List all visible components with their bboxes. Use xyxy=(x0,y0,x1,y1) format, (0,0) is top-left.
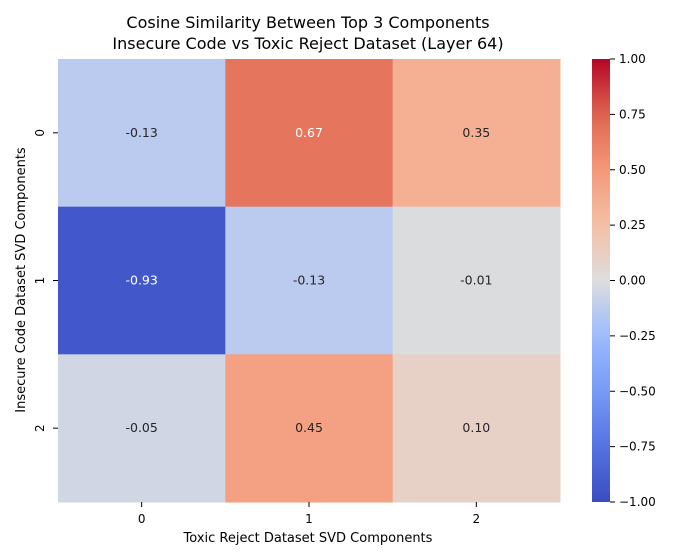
colorbar-tick-label: 0.75 xyxy=(619,107,646,121)
x-tick-label: 1 xyxy=(305,512,313,526)
cell-value-label: -0.05 xyxy=(125,420,157,435)
y-tick-label: 1 xyxy=(33,277,47,285)
heatmap-cell xyxy=(58,354,226,503)
y-axis-ticks: 0 1 2 xyxy=(33,129,58,432)
heatmap-cell xyxy=(392,354,561,503)
x-tick-label: 0 xyxy=(138,512,146,526)
heatmap-cell xyxy=(58,59,226,208)
y-axis-label: Insecure Code Dataset SVD Components xyxy=(14,147,29,413)
heatmap-cell xyxy=(225,59,394,208)
colorbar xyxy=(592,59,610,502)
y-tick-label: 2 xyxy=(33,424,47,432)
colorbar-tick-label: 0.50 xyxy=(619,163,646,177)
cell-value-label: 0.45 xyxy=(295,420,323,435)
cell-value-label: -0.93 xyxy=(125,273,157,288)
colorbar-tick-label: −0.25 xyxy=(619,329,656,343)
colorbar-tick-label: 1.00 xyxy=(619,52,646,66)
cell-value-label: -0.13 xyxy=(293,273,325,288)
cell-value-label: 0.10 xyxy=(462,420,490,435)
heatmap-cell xyxy=(58,206,226,355)
cell-value-label: -0.01 xyxy=(460,273,492,288)
cell-value-label: 0.35 xyxy=(462,125,490,140)
colorbar-tick-label: −0.75 xyxy=(619,440,656,454)
x-axis-ticks: 0 1 2 xyxy=(138,502,480,526)
chart-title: Cosine Similarity Between Top 3 Componen… xyxy=(126,13,489,32)
x-tick-label: 2 xyxy=(473,512,481,526)
chart-subtitle: Insecure Code vs Toxic Reject Dataset (L… xyxy=(112,34,503,53)
colorbar-tick-label: −1.00 xyxy=(619,495,656,509)
heatmap-cell xyxy=(225,206,394,355)
heatmap-cell xyxy=(392,206,561,355)
x-axis-label: Toxic Reject Dataset SVD Components xyxy=(183,531,433,546)
colorbar-tick-label: −0.50 xyxy=(619,384,656,398)
colorbar-tick-label: 0.00 xyxy=(619,274,646,288)
colorbar-ticks: 1.00 0.75 0.50 0.25 0.00 −0.25 −0.50 −0.75 −1.00 xyxy=(610,52,656,509)
colorbar-tick-label: 0.25 xyxy=(619,218,646,232)
heatmap-cell xyxy=(392,59,561,208)
cell-value-label: -0.13 xyxy=(125,125,157,140)
heatmap-cells: -0.13 0.67 0.35 -0.93 -0.13 -0.01 -0.05 0.45 0.1… xyxy=(58,59,561,503)
y-tick-label: 0 xyxy=(33,129,47,137)
heatmap-cell xyxy=(225,354,394,503)
cell-value-label: 0.67 xyxy=(295,125,323,140)
